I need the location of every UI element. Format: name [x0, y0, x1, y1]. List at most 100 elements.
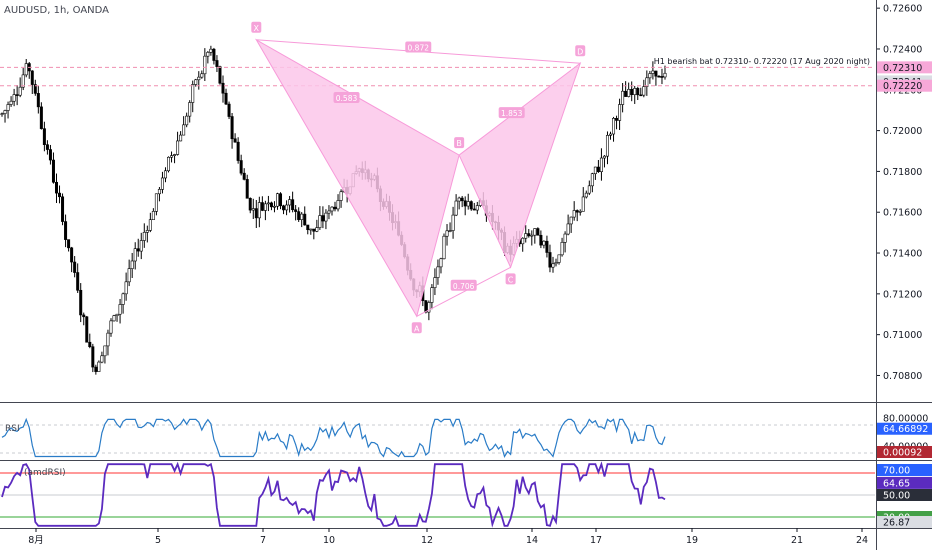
rsi-badge-label: 64.66892 — [883, 424, 928, 435]
candle-body — [469, 201, 473, 210]
amdrsi-badge — [877, 516, 932, 528]
candle-body — [61, 196, 65, 222]
candle-body — [427, 302, 431, 313]
x-tick-label: 7 — [260, 535, 266, 546]
candle-body — [48, 149, 52, 161]
candle-body — [542, 240, 546, 246]
candle-body — [58, 192, 62, 198]
candle-body — [312, 228, 316, 232]
candle-body — [291, 199, 295, 211]
amdrsi-line — [1, 461, 666, 528]
candle-body — [560, 242, 564, 256]
amdrsi-badge — [877, 489, 932, 501]
candle-body — [224, 92, 228, 105]
candle-body — [254, 208, 258, 219]
candle-body — [627, 88, 631, 97]
candle-body — [318, 215, 322, 228]
candle-body — [575, 210, 579, 213]
y-tick-label: 0.72000 — [883, 126, 922, 137]
candle-body — [524, 233, 528, 239]
candle-body — [124, 281, 128, 295]
pattern-point-label: B — [456, 139, 462, 148]
candle-body — [475, 205, 479, 211]
candle-body — [167, 156, 171, 172]
candle-body — [33, 84, 37, 94]
candle-body — [39, 106, 43, 129]
candle-body — [445, 230, 449, 237]
candle-body — [36, 93, 40, 108]
candle-body — [176, 140, 180, 155]
rsi-line — [1, 417, 666, 458]
candle-body — [642, 86, 646, 96]
candle-body — [15, 94, 19, 96]
candle-body — [521, 237, 525, 245]
amdrsi-badge-label: 26.87 — [883, 518, 910, 529]
pattern-point-label: D — [577, 47, 583, 56]
candle-body — [91, 346, 95, 368]
candle-body — [539, 234, 543, 246]
chart-title: AUDUSD, 1h, OANDA — [4, 5, 110, 16]
candle-body — [251, 208, 255, 211]
candle-body — [12, 94, 16, 102]
candle-body — [130, 260, 134, 269]
y-tick-label: 0.71200 — [883, 289, 922, 300]
candle-body — [245, 179, 249, 199]
amdrsi-badge-label: 64.65 — [883, 478, 910, 489]
candle-body — [73, 261, 77, 273]
candle-body — [118, 304, 122, 315]
candle-body — [563, 233, 567, 243]
candle-body — [288, 199, 292, 206]
candle-body — [151, 211, 155, 221]
candle-body — [197, 76, 201, 81]
candle-body — [636, 88, 640, 96]
y-tick-label: 0.71400 — [883, 249, 922, 260]
candle-body — [321, 215, 325, 222]
time-axis: 8月 5 7 10 12 14 17 19 21 24 — [28, 528, 868, 546]
candle-body — [230, 116, 234, 140]
candle-body — [324, 212, 328, 222]
candle-body — [654, 70, 658, 77]
candle-body — [206, 52, 210, 57]
rsi-pane: RSI — [0, 417, 875, 458]
candle-body — [97, 361, 101, 372]
candle-body — [430, 287, 434, 303]
candle-body — [185, 115, 189, 126]
candle-body — [257, 202, 261, 219]
candle-body — [215, 60, 219, 67]
pattern-ratio-label: 0.706 — [453, 282, 475, 291]
pattern-point-badge — [411, 322, 422, 334]
x-tick-label: 8月 — [28, 535, 44, 546]
candle-body — [590, 173, 594, 187]
candle-body — [593, 166, 597, 175]
candle-body — [112, 315, 116, 322]
candle-body — [21, 74, 25, 88]
y-tick-label: 0.71600 — [883, 208, 922, 219]
candle-body — [260, 202, 264, 211]
candle-body — [179, 134, 183, 142]
candle-body — [85, 316, 89, 343]
x-tick-label: 12 — [421, 535, 433, 546]
rsi-badge — [877, 422, 932, 435]
amdrsi-badge-label: 50.00 — [883, 491, 910, 502]
candle-body — [581, 196, 585, 212]
candle-body — [154, 193, 158, 212]
x-tick-label: 19 — [686, 535, 698, 546]
candle-body — [424, 300, 428, 313]
candle-body — [239, 160, 243, 174]
candle-body — [51, 159, 55, 183]
candle-body — [54, 181, 58, 194]
amdrsi-badge — [877, 476, 932, 489]
candle-body — [599, 157, 603, 173]
rsi-badge-label: 0.00092 — [883, 448, 922, 459]
candle-body — [121, 293, 125, 305]
candle-body — [248, 197, 252, 211]
candle-body — [536, 228, 540, 236]
amdrsi-badge — [877, 464, 932, 476]
price-badge-label: 0.72220 — [883, 81, 922, 92]
amdrsi-pane: (amdRSI) — [0, 461, 875, 528]
candle-body — [663, 72, 667, 78]
candle-body — [548, 252, 552, 268]
candle-body — [76, 272, 80, 291]
candle-body — [612, 118, 616, 135]
